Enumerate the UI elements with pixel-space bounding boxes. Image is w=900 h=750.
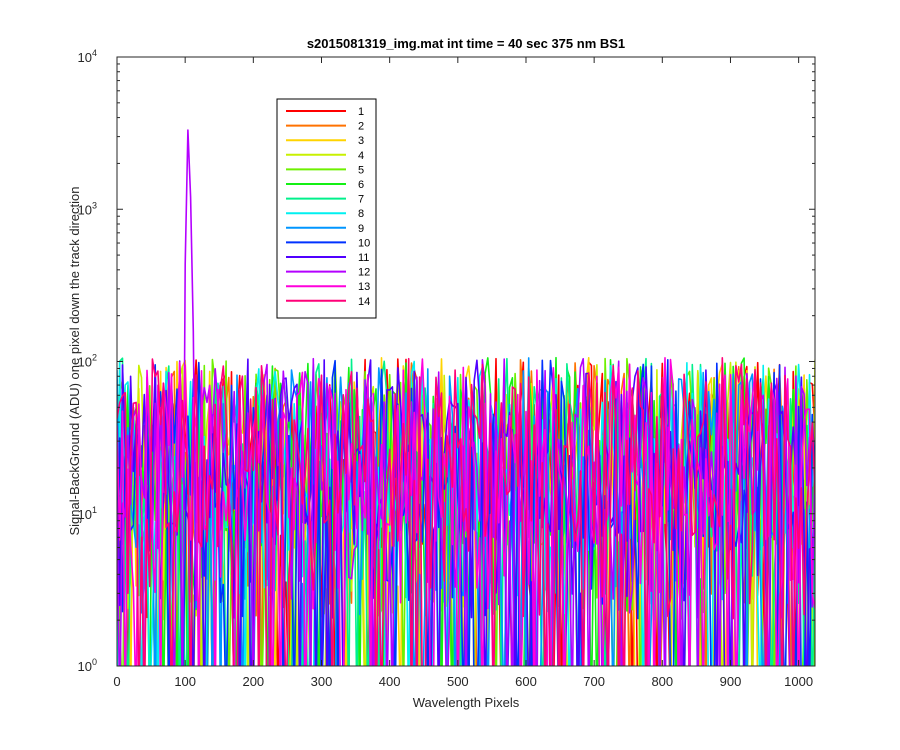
legend-label-7: 7 (358, 194, 364, 206)
legend-label-8: 8 (358, 208, 364, 220)
legend-label-11: 11 (358, 252, 369, 264)
y-tick-label: 100 (78, 657, 97, 674)
x-tick-label: 1000 (784, 674, 813, 689)
y-tick-label: 104 (78, 48, 97, 65)
legend-label-13: 13 (358, 281, 370, 293)
series-14-line (117, 356, 815, 666)
x-tick-label: 700 (583, 674, 605, 689)
series-12-line (117, 129, 815, 666)
legend-label-10: 10 (358, 237, 370, 249)
legend-label-5: 5 (358, 164, 364, 176)
x-tick-label: 500 (447, 674, 469, 689)
x-tick-label: 300 (311, 674, 333, 689)
legend-label-2: 2 (358, 121, 364, 133)
legend-label-14: 14 (358, 296, 370, 308)
x-tick-label: 600 (515, 674, 537, 689)
legend-label-12: 12 (358, 267, 370, 279)
legend-label-3: 3 (358, 135, 364, 147)
x-tick-label: 200 (242, 674, 264, 689)
legend-label-6: 6 (358, 179, 364, 191)
legend-box (276, 98, 377, 319)
chart-title: s2015081319_img.mat int time = 40 sec 37… (307, 36, 625, 51)
y-axis-label: Signal-BackGround (ADU) one pixel down t… (67, 186, 82, 535)
x-tick-label: 0 (113, 674, 120, 689)
legend-label-4: 4 (358, 150, 364, 162)
x-tick-label: 900 (720, 674, 742, 689)
ticks-layer: 0 100 200 300 400 500 600 700 800 900 1000 100 10 1 10… (78, 48, 815, 689)
x-axis-label: Wavelength Pixels (413, 695, 520, 710)
legend-label-1: 1 (358, 106, 364, 118)
series-layer (117, 129, 815, 666)
x-tick-label: 800 (651, 674, 673, 689)
x-tick-label: 400 (379, 674, 401, 689)
legend-label-9: 9 (358, 223, 364, 235)
x-tick-label: 100 (174, 674, 196, 689)
